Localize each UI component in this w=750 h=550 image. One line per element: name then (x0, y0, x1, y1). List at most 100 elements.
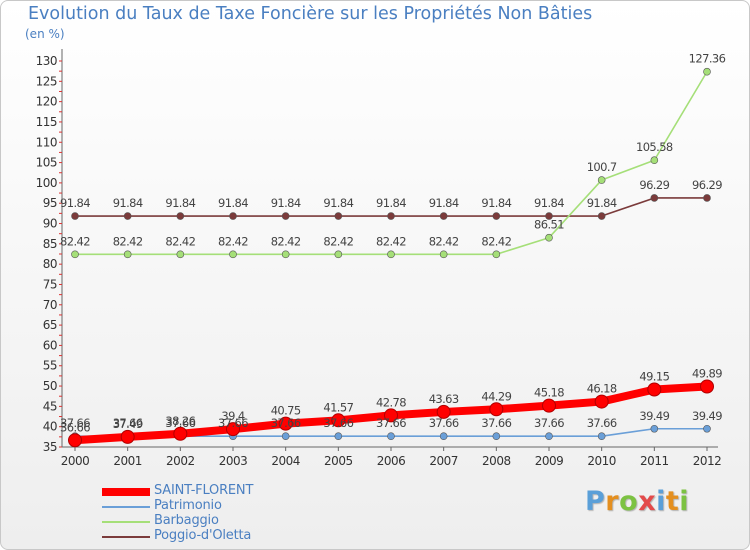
data-label: 37.66 (323, 416, 353, 430)
data-point (439, 250, 448, 259)
data-point (387, 250, 395, 259)
data-label: 96.29 (692, 178, 722, 192)
data-point (492, 212, 501, 220)
data-point (492, 250, 501, 259)
data-label: 36.66 (60, 420, 90, 434)
data-label: 40.75 (271, 404, 301, 418)
data-label: 127.36 (689, 52, 726, 66)
data-label: 91.84 (165, 196, 195, 210)
data-label: 45.18 (534, 386, 564, 400)
data-point (650, 424, 659, 433)
data-label: 37.66 (429, 416, 459, 430)
data-label: 82.42 (481, 234, 511, 248)
data-label: 82.42 (376, 234, 406, 248)
data-point (281, 250, 290, 259)
logo-letter: i (679, 486, 690, 517)
logo-letter: x (638, 486, 657, 517)
y-tick-label: 100 (36, 176, 57, 190)
y-tick-label: 90 (43, 217, 57, 231)
data-point (387, 212, 395, 220)
x-tick-label: 2003 (219, 454, 248, 468)
data-point (597, 432, 606, 440)
y-tick-label: 65 (43, 318, 57, 332)
data-label: 91.84 (60, 196, 90, 210)
data-point (123, 250, 132, 259)
x-tick-label: 2004 (271, 454, 300, 468)
x-tick-label: 2012 (693, 454, 722, 468)
data-label: 105.58 (636, 140, 673, 154)
data-point (647, 382, 662, 397)
data-point (120, 429, 135, 444)
data-label: 91.84 (113, 196, 143, 210)
x-tick-label: 2006 (377, 454, 406, 468)
y-tick-label: 120 (36, 95, 57, 109)
data-point (71, 212, 79, 220)
logo-letter: o (619, 486, 639, 517)
y-tick-label: 105 (36, 156, 57, 170)
y-tick-label: 80 (43, 257, 57, 271)
data-point (492, 432, 501, 440)
legend-swatch (102, 536, 150, 538)
legend-label: Barbaggio (154, 513, 219, 528)
data-label: 46.18 (587, 382, 617, 396)
data-point (71, 250, 79, 259)
y-tick-label: 45 (43, 399, 57, 413)
data-point (545, 432, 553, 440)
logo-letter: P (585, 486, 606, 517)
data-label: 49.15 (639, 370, 669, 384)
data-point (176, 250, 185, 259)
data-point (281, 212, 290, 220)
data-label: 86.51 (534, 218, 564, 232)
data-label: 37.49 (113, 417, 143, 431)
data-point (176, 212, 185, 220)
data-point (334, 250, 343, 259)
data-point (542, 398, 556, 413)
x-tick-label: 2002 (166, 454, 195, 468)
x-tick-label: 2008 (482, 454, 511, 468)
data-point (436, 404, 451, 419)
data-point (545, 212, 553, 220)
data-label: 37.66 (534, 416, 564, 430)
data-label: 91.84 (271, 196, 301, 210)
y-tick-label: 40 (43, 420, 57, 434)
data-point (700, 379, 714, 394)
chart-title: Evolution du Taux de Taxe Foncière sur l… (28, 4, 593, 24)
data-point (334, 432, 343, 440)
data-label: 37.66 (587, 416, 617, 430)
y-tick-label: 110 (36, 135, 57, 149)
x-tick-label: 2009 (535, 454, 564, 468)
data-point (68, 433, 82, 448)
data-point (703, 67, 711, 76)
data-label: 37.66 (376, 416, 406, 430)
data-point (226, 422, 240, 437)
data-label: 37.66 (113, 416, 143, 430)
data-label: 37.66 (481, 416, 511, 430)
data-point (597, 176, 606, 184)
data-label: 49.89 (692, 366, 722, 380)
data-point (123, 212, 132, 220)
data-point (229, 250, 237, 259)
data-label: 41.57 (323, 400, 353, 414)
y-unit-label: (en %) (25, 27, 65, 41)
y-tick-label: 55 (43, 359, 57, 373)
y-tick-label: 50 (43, 379, 57, 393)
data-point (229, 212, 237, 220)
proxiti-logo: Proxiti (585, 486, 689, 517)
data-label: 82.42 (271, 234, 301, 248)
x-tick-label: 2010 (587, 454, 616, 468)
data-point (489, 402, 504, 417)
x-tick-label: 2005 (324, 454, 353, 468)
x-tick-label: 2011 (640, 454, 669, 468)
y-tick-label: 95 (43, 196, 57, 210)
data-point (278, 416, 293, 431)
data-label: 38.26 (165, 414, 195, 428)
data-label: 82.42 (218, 234, 248, 248)
data-label: 37.66 (271, 416, 301, 430)
legend-label: Poggio-d'Oletta (154, 528, 252, 543)
data-label: 91.84 (587, 196, 617, 210)
x-tick-label: 2001 (113, 454, 142, 468)
data-point (439, 432, 448, 440)
data-label: 82.42 (429, 234, 459, 248)
data-point (650, 156, 659, 165)
